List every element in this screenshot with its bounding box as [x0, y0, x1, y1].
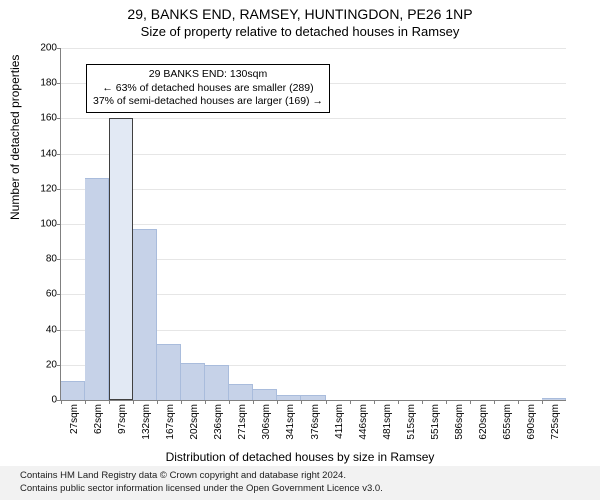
xtick-label: 97sqm — [117, 404, 128, 434]
bar — [277, 395, 301, 400]
xtick-mark — [61, 400, 62, 404]
xtick-label: 515sqm — [406, 404, 417, 440]
xtick-mark — [301, 400, 302, 404]
xtick-mark — [157, 400, 158, 404]
callout-line-2: ← 63% of detached houses are smaller (28… — [93, 82, 323, 96]
gridline — [61, 154, 566, 155]
xtick-mark — [446, 400, 447, 404]
xtick-mark — [398, 400, 399, 404]
xtick-label: 132sqm — [141, 404, 152, 440]
callout-line-1: 29 BANKS END: 130sqm — [93, 68, 323, 82]
xtick-mark — [205, 400, 206, 404]
ytick-label: 160 — [40, 113, 61, 124]
gridline — [61, 224, 566, 225]
xtick-label: 446sqm — [358, 404, 369, 440]
bar — [61, 381, 85, 400]
xtick-mark — [133, 400, 134, 404]
y-axis-label: Number of detached properties — [8, 55, 22, 220]
ytick-label: 120 — [40, 183, 61, 194]
xtick-label: 236sqm — [213, 404, 224, 440]
gridline — [61, 48, 566, 49]
bar — [229, 384, 253, 400]
xtick-mark — [542, 400, 543, 404]
xtick-label: 586sqm — [454, 404, 465, 440]
xtick-mark — [470, 400, 471, 404]
xtick-label: 690sqm — [526, 404, 537, 440]
callout-line-3: 37% of semi-detached houses are larger (… — [93, 95, 323, 109]
bar — [85, 178, 109, 400]
footer-line-2: Contains public sector information licen… — [20, 483, 592, 495]
bar — [542, 398, 566, 400]
xtick-mark — [326, 400, 327, 404]
gridline — [61, 189, 566, 190]
bar-highlight — [109, 118, 133, 400]
xtick-mark — [181, 400, 182, 404]
xtick-label: 655sqm — [502, 404, 513, 440]
xtick-label: 202sqm — [189, 404, 200, 440]
ytick-label: 40 — [46, 324, 61, 335]
ytick-label: 0 — [51, 395, 61, 406]
xtick-mark — [109, 400, 110, 404]
chart-subtitle: Size of property relative to detached ho… — [0, 24, 600, 39]
xtick-mark — [85, 400, 86, 404]
xtick-mark — [494, 400, 495, 404]
xtick-label: 376sqm — [310, 404, 321, 440]
xtick-label: 167sqm — [165, 404, 176, 440]
xtick-label: 551sqm — [430, 404, 441, 440]
xtick-label: 62sqm — [93, 404, 104, 434]
xtick-mark — [518, 400, 519, 404]
ytick-label: 100 — [40, 219, 61, 230]
plot-area: 02040608010012014016018020027sqm62sqm97s… — [60, 48, 566, 401]
xtick-mark — [253, 400, 254, 404]
bar — [301, 395, 325, 400]
bar — [205, 365, 229, 400]
chart-address-title: 29, BANKS END, RAMSEY, HUNTINGDON, PE26 … — [0, 0, 600, 22]
ytick-label: 80 — [46, 254, 61, 265]
ytick-label: 60 — [46, 289, 61, 300]
gridline — [61, 118, 566, 119]
footer-attribution: Contains HM Land Registry data © Crown c… — [0, 466, 600, 500]
bar — [157, 344, 181, 400]
xtick-mark — [374, 400, 375, 404]
xtick-label: 725sqm — [550, 404, 561, 440]
xtick-label: 271sqm — [237, 404, 248, 440]
xtick-label: 27sqm — [69, 404, 80, 434]
ytick-label: 20 — [46, 359, 61, 370]
ytick-label: 180 — [40, 78, 61, 89]
footer-line-1: Contains HM Land Registry data © Crown c… — [20, 470, 592, 482]
ytick-label: 200 — [40, 43, 61, 54]
xtick-label: 411sqm — [334, 404, 345, 439]
xtick-mark — [350, 400, 351, 404]
chart-container: { "header": { "address": "29, BANKS END,… — [0, 0, 600, 500]
xtick-mark — [277, 400, 278, 404]
xtick-label: 620sqm — [478, 404, 489, 440]
callout-box: 29 BANKS END: 130sqm← 63% of detached ho… — [86, 64, 330, 113]
xtick-mark — [422, 400, 423, 404]
ytick-label: 140 — [40, 148, 61, 159]
x-axis-label: Distribution of detached houses by size … — [0, 450, 600, 464]
bar — [253, 389, 277, 400]
xtick-mark — [229, 400, 230, 404]
xtick-label: 306sqm — [261, 404, 272, 440]
bar — [133, 229, 157, 400]
xtick-label: 341sqm — [285, 404, 296, 440]
bar — [181, 363, 205, 400]
xtick-label: 481sqm — [382, 404, 393, 440]
